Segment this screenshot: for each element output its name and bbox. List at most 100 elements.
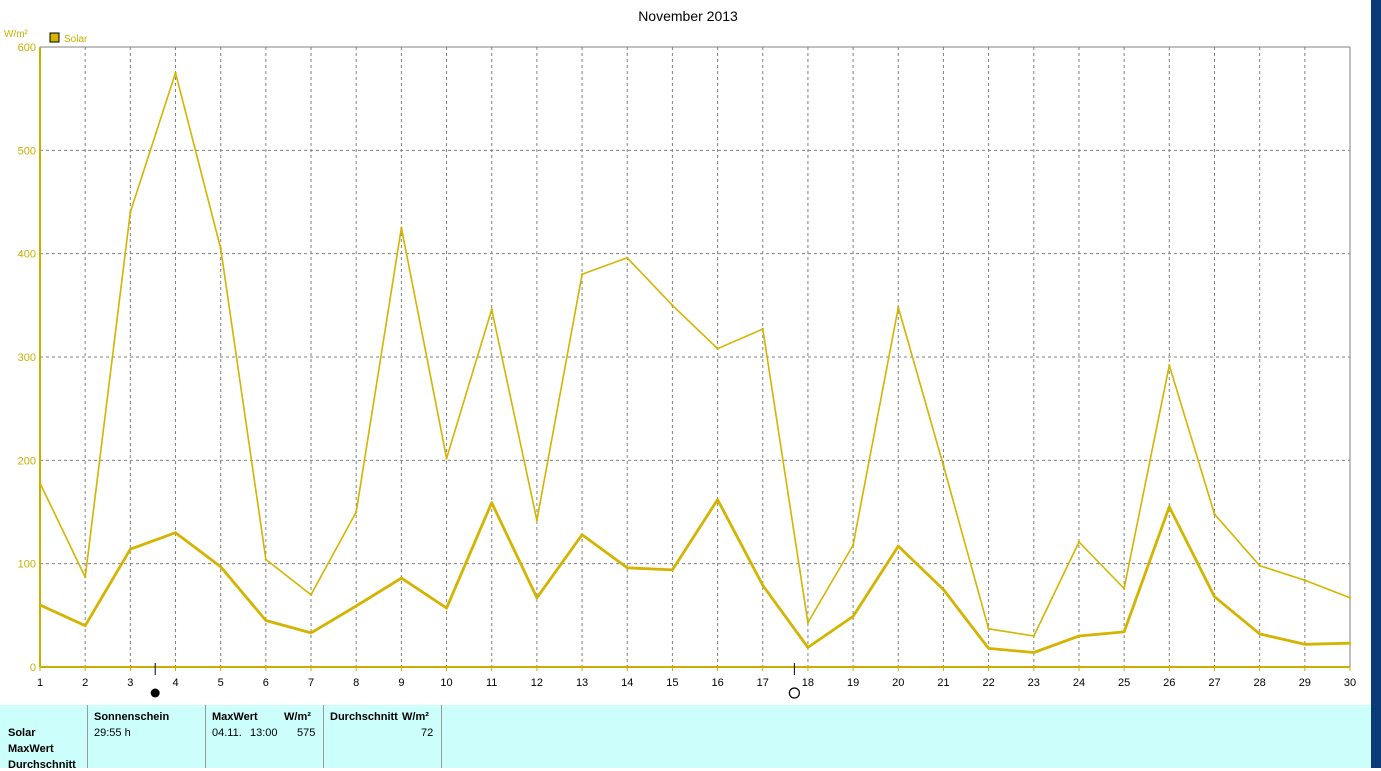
x-tick-label: 23 xyxy=(1028,677,1040,689)
x-tick-label: 7 xyxy=(308,677,314,689)
data-point xyxy=(1168,364,1171,367)
data-point xyxy=(942,464,945,467)
x-tick-label: 27 xyxy=(1208,677,1220,689)
data-point xyxy=(1077,634,1081,638)
legend-swatch xyxy=(49,32,60,43)
durchschnitt-unit: W/m² xyxy=(402,711,429,723)
y-tick-label: 100 xyxy=(18,559,36,571)
durchschnitt-header: Durchschnitt xyxy=(330,711,398,723)
x-tick-label: 28 xyxy=(1254,677,1266,689)
y-tick-label: 500 xyxy=(18,145,36,157)
data-point xyxy=(897,544,900,548)
data-point xyxy=(1258,564,1261,567)
data-point xyxy=(445,606,448,610)
maxwert-time: 13:00 xyxy=(250,727,278,739)
y-tick-label: 200 xyxy=(18,455,36,467)
data-point xyxy=(1348,596,1352,599)
x-tick-label: 9 xyxy=(398,677,404,689)
x-tick-label: 3 xyxy=(127,677,133,689)
x-tick-label: 29 xyxy=(1299,677,1311,689)
data-point xyxy=(671,304,674,307)
data-point xyxy=(851,615,855,618)
data-point xyxy=(671,568,674,572)
x-tick-label: 14 xyxy=(621,677,633,689)
sonnenschein-header: Sonnenschein xyxy=(94,711,170,723)
x-tick-label: 8 xyxy=(353,677,359,689)
x-tick-label: 21 xyxy=(937,677,949,689)
data-point xyxy=(535,519,539,522)
sonnenschein-value: 29:55 h xyxy=(94,727,131,739)
axes xyxy=(39,46,1351,699)
data-point xyxy=(264,619,268,622)
x-tick-label: 22 xyxy=(982,677,994,689)
data-point xyxy=(309,631,313,635)
data-point xyxy=(309,593,313,596)
x-tick-label: 26 xyxy=(1163,677,1175,689)
x-tick-label: 19 xyxy=(847,677,859,689)
maxwert-unit: W/m² xyxy=(284,711,311,723)
maxwert-header: MaxWert xyxy=(212,711,258,723)
data-point xyxy=(1032,634,1035,638)
data-point xyxy=(355,604,358,608)
data-point xyxy=(174,531,177,534)
data-point xyxy=(129,548,132,551)
data-point xyxy=(897,306,900,309)
data-point xyxy=(987,627,990,630)
maxwert-date: 04.11. xyxy=(212,727,242,739)
x-tick-label: 17 xyxy=(757,677,769,689)
x-tick-label: 4 xyxy=(172,677,178,689)
data-point xyxy=(1213,595,1216,598)
data-point xyxy=(1077,540,1081,544)
gridlines xyxy=(40,46,1350,667)
y-tick-label: 300 xyxy=(18,352,36,364)
x-tick-label: 6 xyxy=(263,677,269,689)
data-point xyxy=(1258,632,1261,636)
data-point xyxy=(400,576,403,580)
data-point xyxy=(445,457,448,460)
data-point xyxy=(400,226,403,230)
data-point xyxy=(716,498,719,501)
data-point xyxy=(264,558,268,561)
data-point xyxy=(535,596,539,599)
data-point xyxy=(490,308,493,311)
x-tick-label: 1 xyxy=(37,677,43,689)
x-tick-label: 13 xyxy=(576,677,588,689)
summary-table: Solar MaxWert Durchschnitt Sonnenschein … xyxy=(0,705,1371,771)
data-point xyxy=(83,624,87,627)
x-tick-label: 20 xyxy=(892,677,904,689)
data-point xyxy=(761,327,764,331)
data-point xyxy=(626,566,629,569)
summary-col-sonnenschein: Sonnenschein 29:55 h xyxy=(87,705,206,768)
x-tick-label: 10 xyxy=(440,677,452,689)
full-moon-icon xyxy=(788,687,800,699)
data-point xyxy=(490,501,493,504)
data-point xyxy=(1303,643,1307,646)
summary-row-solar: Solar xyxy=(8,727,36,739)
data-point xyxy=(174,71,177,75)
data-point xyxy=(1168,505,1171,509)
data-point xyxy=(1303,579,1307,582)
summary-label-column: Solar MaxWert Durchschnitt xyxy=(0,705,88,771)
data-point xyxy=(83,575,87,579)
data-point xyxy=(806,646,810,649)
data-point xyxy=(716,347,719,350)
chart-title: November 2013 xyxy=(638,8,738,24)
data-point xyxy=(942,588,945,591)
x-tick-label: 11 xyxy=(486,677,497,689)
x-tick-label: 24 xyxy=(1073,677,1085,689)
series-line-1 xyxy=(39,72,1351,637)
data-point xyxy=(1213,512,1216,516)
data-point xyxy=(219,565,222,568)
series-line-2 xyxy=(39,498,1351,654)
data-point xyxy=(761,584,764,587)
data-point xyxy=(355,510,358,514)
x-tick-label: 12 xyxy=(531,677,543,689)
data-point xyxy=(1122,630,1126,634)
data-point xyxy=(987,647,990,650)
legend-label: Solar xyxy=(64,34,88,45)
window-edge xyxy=(1371,0,1381,768)
summary-row-maxwert: MaxWert xyxy=(8,743,54,755)
maxwert-value: 575 xyxy=(297,727,316,739)
